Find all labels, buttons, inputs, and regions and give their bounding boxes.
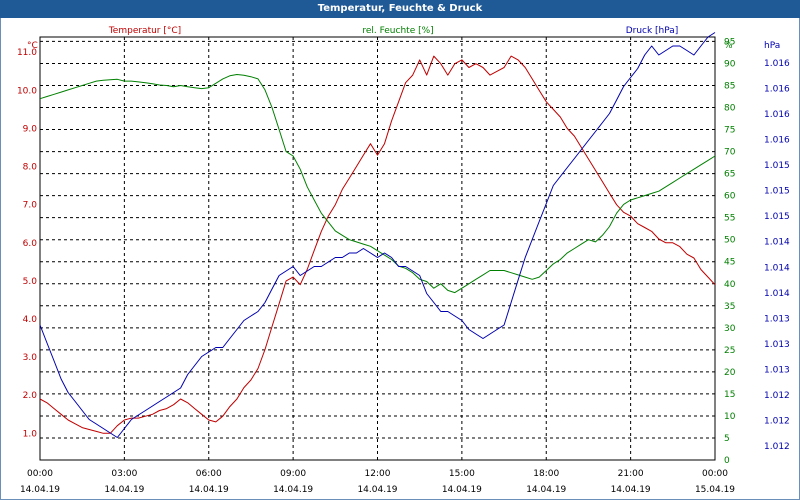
pressure-tick-label: 1.016 [764,85,790,95]
pressure-tick-label: 1.016 [764,136,790,146]
pressure-axis-title: Druck [hPa] [626,26,679,36]
humidity-unit: % [724,41,733,51]
x-tick-time: 15:00 [449,469,475,479]
pressure-unit: hPa [764,41,780,51]
pressure-tick-label: 1.012 [764,416,790,426]
temperature-tick-label: 5.0 [23,277,38,287]
pressure-tick-label: 1.012 [764,391,790,401]
axis-labels: 0 5 10 15 20 25 30 35 40 45 50 55 60 65 70 75 80 85 90 95 1.… [17,37,790,495]
x-tick-time: 03:00 [111,469,137,479]
temperature-series-line [39,55,716,434]
humidity-tick-label: 75 [724,126,735,136]
humidity-tick-label: 80 [724,104,736,114]
humidity-tick-label: 25 [724,346,735,356]
humidity-axis-title: rel. Feuchte [%] [362,26,433,36]
pressure-tick-label: 1.016 [764,59,790,69]
humidity-series-line [39,74,716,294]
temperature-tick-label: 6.0 [23,239,38,249]
x-tick-date: 14.04.19 [273,485,313,495]
x-tick-time: 06:00 [196,469,222,479]
temperature-tick-label: 8.0 [23,163,38,173]
humidity-tick-label: 70 [724,148,736,158]
pressure-tick-label: 1.014 [764,289,790,299]
temperature-axis-title: Temperatur [°C] [108,26,181,36]
temperature-unit: °C [27,41,38,51]
x-tick-date: 14.04.19 [442,485,482,495]
pressure-tick-label: 1.015 [764,161,790,171]
x-tick-date: 15.04.19 [695,485,735,495]
temperature-tick-label: 4.0 [23,315,38,325]
humidity-tick-label: 10 [724,412,736,422]
grid-lines [40,37,715,460]
pressure-tick-label: 1.013 [764,314,790,324]
pressure-tick-label: 1.013 [764,340,790,350]
pressure-tick-label: 1.016 [764,110,790,120]
pressure-tick-label: 1.012 [764,442,790,452]
humidity-tick-label: 20 [724,368,736,378]
temperature-tick-label: 7.0 [23,201,38,211]
x-tick-date: 14.04.19 [104,485,144,495]
humidity-tick-label: 50 [724,236,736,246]
pressure-tick-label: 1.014 [764,263,790,273]
x-tick-time: 00:00 [702,469,728,479]
humidity-tick-label: 55 [724,214,735,224]
humidity-tick-label: 45 [724,258,735,268]
humidity-tick-label: 60 [724,192,736,202]
humidity-tick-label: 90 [724,59,736,69]
series-layer [39,32,716,438]
x-tick-time: 18:00 [533,469,559,479]
humidity-tick-label: 40 [724,280,736,290]
humidity-tick-label: 0 [724,456,730,466]
humidity-tick-label: 95 [724,37,735,47]
x-tick-time: 00:00 [27,469,53,479]
pressure-tick-label: 1.014 [764,238,790,248]
pressure-tick-label: 1.013 [764,365,790,375]
pressure-tick-label: 1.015 [764,212,790,222]
humidity-tick-label: 85 [724,81,735,91]
humidity-tick-label: 35 [724,302,735,312]
x-tick-date: 14.04.19 [611,485,651,495]
x-tick-date: 14.04.19 [20,485,60,495]
temperature-tick-label: 1.0 [23,429,38,439]
pressure-tick-label: 1.015 [764,187,790,197]
x-tick-time: 21:00 [618,469,644,479]
pressure-series-line [39,32,716,438]
humidity-tick-label: 65 [724,170,735,180]
chart-title: Temperatur, Feuchte & Druck [0,0,800,18]
temperature-tick-label: 3.0 [23,353,38,363]
x-tick-date: 14.04.19 [357,485,397,495]
x-tick-time: 12:00 [365,469,391,479]
temperature-tick-label: 9.0 [23,124,38,134]
humidity-tick-label: 5 [724,434,730,444]
temperature-tick-label: 11.0 [17,48,37,58]
humidity-tick-label: 30 [724,324,736,334]
humidity-tick-label: 15 [724,390,735,400]
x-tick-date: 14.04.19 [189,485,229,495]
x-tick-date: 14.04.19 [526,485,566,495]
x-tick-time: 09:00 [280,469,306,479]
temperature-tick-label: 10.0 [17,86,37,96]
temperature-tick-label: 2.0 [23,391,38,401]
